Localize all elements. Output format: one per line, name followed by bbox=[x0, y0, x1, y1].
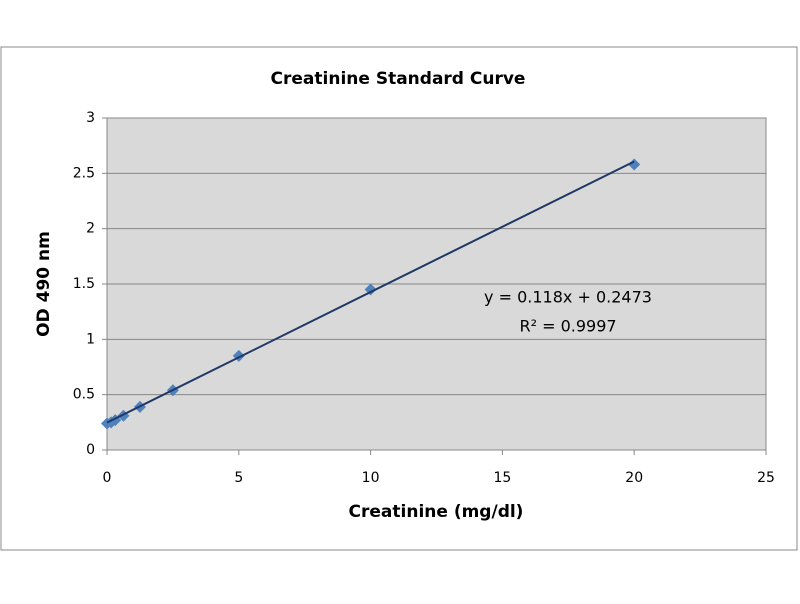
x-tick-label: 25 bbox=[757, 470, 775, 486]
y-tick-label: 2 bbox=[86, 221, 95, 237]
x-axis-label: Creatinine (mg/dl) bbox=[349, 502, 524, 522]
y-tick-label: 1 bbox=[86, 331, 95, 347]
annotation: R² = 0.9997 bbox=[519, 317, 616, 336]
x-tick-label: 5 bbox=[234, 470, 243, 486]
x-tick-label: 20 bbox=[625, 470, 643, 486]
y-tick-label: 2.5 bbox=[73, 165, 95, 181]
y-tick-label: 0.5 bbox=[73, 387, 95, 403]
x-tick-label: 10 bbox=[362, 470, 380, 486]
annotation: y = 0.118x + 0.2473 bbox=[484, 288, 652, 307]
point bbox=[117, 409, 130, 422]
trendline bbox=[106, 160, 635, 424]
point bbox=[628, 158, 641, 171]
x-tick-label: 0 bbox=[103, 470, 112, 486]
chart-title: Creatinine Standard Curve bbox=[271, 69, 526, 89]
y-tick-label: 0 bbox=[86, 442, 95, 458]
x-tick-label: 15 bbox=[493, 470, 511, 486]
y-tick-label: 3 bbox=[86, 110, 95, 126]
y-axis-label: OD 490 nm bbox=[34, 231, 54, 337]
y-tick-label: 1.5 bbox=[73, 276, 95, 292]
